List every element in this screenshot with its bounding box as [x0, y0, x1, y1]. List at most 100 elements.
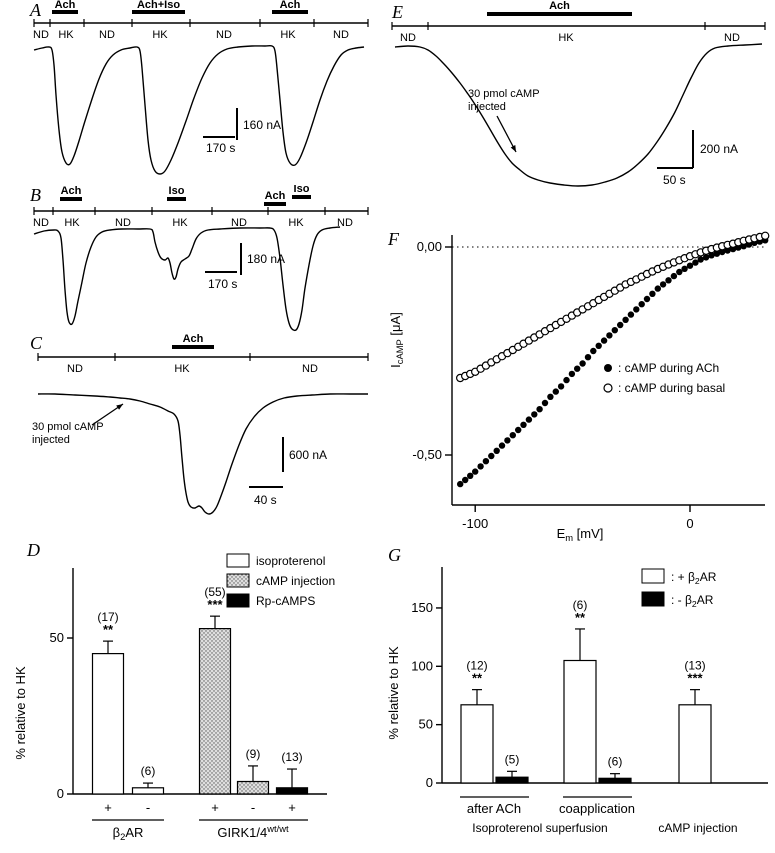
tspan-shape: AR: [125, 825, 143, 840]
bar: [236, 780, 270, 795]
y-tick-label: 0,00: [417, 239, 442, 254]
panel-label-D: D: [26, 540, 40, 560]
significance-label: ***: [207, 597, 223, 612]
segment-label: ND: [115, 217, 131, 229]
n-label: (5): [505, 752, 520, 766]
filled-marker: [670, 272, 678, 280]
annotation-text: 30 pmol cAMP: [468, 88, 540, 100]
panel-b: B Ach Iso Ach Iso ND HK ND HK ND HK ND 170 s 180 nA: [20, 183, 375, 338]
filled-marker: [590, 347, 597, 355]
filled-marker: [633, 306, 640, 313]
filled-marker: [697, 256, 704, 263]
tspan-shape: 2: [695, 576, 700, 586]
segment-label: ND: [231, 217, 247, 229]
tspan-shape: cAMP injection: [658, 821, 737, 835]
filled-marker: [622, 316, 629, 323]
legend-swatch: [641, 591, 665, 607]
y-tick-label: 100: [411, 658, 433, 673]
tspan-shape: E: [557, 526, 566, 541]
segment-label: HK: [64, 217, 80, 229]
legend-swatch: [641, 568, 665, 584]
filled-marker: [659, 281, 667, 288]
tspan-shape: m: [565, 532, 573, 543]
n-label: (9): [246, 747, 261, 761]
stim-bar: [487, 12, 632, 16]
filled-marker: [557, 383, 565, 390]
segment-label: ND: [67, 363, 83, 375]
n-label: (13): [281, 750, 302, 764]
bar: [678, 704, 712, 784]
x-tick-label: -: [251, 800, 255, 815]
segment-label: HK: [58, 29, 74, 41]
significance-label: **: [103, 622, 114, 637]
filled-marker: [600, 337, 608, 344]
annotation-arrow: [496, 115, 517, 153]
legend-label: : + β2AR: [671, 570, 717, 586]
significance-label: **: [575, 610, 586, 625]
tspan-shape: wt/wt: [266, 823, 289, 834]
filled-marker: [724, 247, 731, 254]
panel-label-F: F: [387, 229, 400, 249]
x-tick-label: 0: [686, 516, 693, 531]
filled-marker: [547, 393, 554, 400]
stim-label: Iso: [294, 185, 310, 195]
bar: [91, 652, 125, 795]
filled-marker: [563, 376, 570, 384]
filled-marker: [472, 468, 479, 475]
panel-label-A: A: [29, 0, 42, 20]
filled-marker: [617, 321, 624, 329]
tspan-shape: Isoproterenol superfusion: [472, 821, 607, 835]
filled-marker: [488, 452, 495, 460]
y-axis-title: % relative to HK: [13, 666, 28, 760]
n-label: (12): [466, 659, 487, 673]
legend-label: : cAMP during ACh: [618, 361, 719, 375]
x-tick-label: -: [146, 800, 150, 815]
time-scale-label: 40 s: [254, 493, 277, 507]
group-label: GIRK1/4wt/wt: [217, 823, 289, 840]
filled-marker: [649, 290, 656, 297]
filled-marker: [467, 472, 474, 479]
y-axis-title: IcAMP [μA]: [388, 312, 405, 368]
panel-label-G: G: [388, 545, 401, 565]
filled-marker: [654, 285, 661, 292]
segment-label: ND: [337, 217, 353, 229]
arrow-head-icon: [116, 404, 123, 410]
filled-marker: [708, 252, 715, 259]
y-tick-label: 150: [411, 600, 433, 615]
x-tick-label: -100: [462, 516, 488, 531]
filled-marker: [686, 262, 694, 269]
tspan-shape: isoproterenol: [256, 554, 325, 568]
tspan-shape: 2: [120, 831, 125, 842]
legend-open-marker: [603, 383, 613, 393]
tspan-shape: AR: [697, 593, 714, 607]
filled-marker: [643, 295, 651, 303]
filled-marker: [536, 406, 543, 413]
segment-label: HK: [152, 29, 168, 41]
panel-e: E Ach ND HK ND 30 pmol cAMP injected 50 s 200 nA: [380, 0, 775, 205]
filled-marker: [713, 250, 721, 257]
filled-marker: [552, 388, 559, 395]
annotation-text: 30 pmol cAMP: [32, 421, 104, 433]
tspan-shape: after ACh: [467, 801, 521, 816]
segment-label: HK: [558, 32, 574, 44]
stim-bar: [132, 10, 185, 14]
group-label: β2AR: [113, 825, 144, 842]
tspan-shape: β: [113, 825, 120, 840]
stim-bar: [292, 195, 311, 199]
stim-label: Ach: [265, 190, 286, 202]
filled-marker: [531, 411, 538, 418]
filled-marker: [584, 354, 592, 361]
legend-swatch: [226, 573, 250, 588]
panel-g: G 0 50 100 150% relative to HK (12) ** (5) (6) **…: [380, 545, 775, 853]
bar: [131, 787, 165, 795]
x-axis-title: Em [mV]: [557, 526, 604, 543]
bar: [198, 627, 232, 795]
filled-marker: [611, 327, 618, 334]
group-label: cAMP injection: [658, 821, 737, 835]
group-label: after ACh: [467, 801, 521, 816]
segment-label: ND: [33, 217, 49, 229]
bar: [275, 787, 309, 795]
